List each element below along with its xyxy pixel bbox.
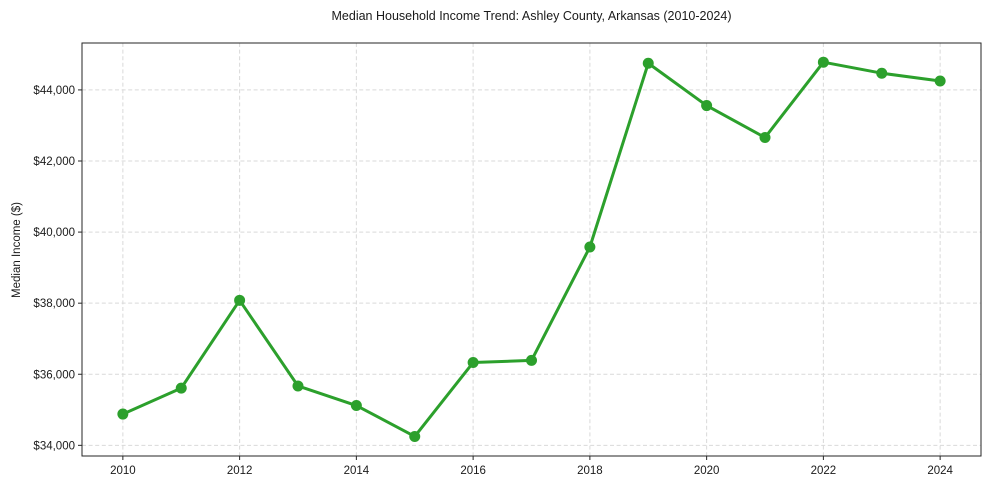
x-tick-label: 2020 [694, 465, 720, 477]
data-point-2012 [234, 294, 246, 306]
x-tick-label: 2012 [227, 465, 253, 477]
data-point-2022 [817, 56, 829, 68]
x-tick-label: 2018 [577, 465, 603, 477]
data-point-2021 [759, 132, 771, 144]
data-point-2016 [467, 357, 479, 369]
data-point-2017 [526, 354, 537, 366]
data-point-2013 [292, 380, 304, 392]
x-tick-label: 2016 [460, 465, 486, 477]
plot-border [81, 42, 982, 457]
data-point-2019 [642, 57, 654, 69]
data-point-2011 [175, 382, 187, 394]
data-point-2015 [409, 430, 421, 442]
x-tick-label: 2024 [927, 465, 953, 477]
data-point-2024 [934, 75, 946, 87]
x-tick-label: 2022 [811, 465, 837, 477]
data-point-2010 [117, 408, 129, 420]
data-point-2014 [350, 400, 362, 412]
trend-line [121, 60, 942, 438]
x-tick-label: 2010 [110, 465, 136, 477]
chart-title: Median Household Income Trend: Ashley Co… [331, 9, 732, 23]
y-tick-label: $44,000 [33, 85, 75, 97]
y-tick-label: $34,000 [33, 440, 75, 452]
y-tick-label: $36,000 [33, 369, 75, 381]
data-point-2018 [584, 241, 596, 253]
data-point-2023 [876, 67, 888, 79]
x-tick-label: 2014 [344, 465, 370, 477]
data-point-2020 [701, 100, 713, 112]
y-tick-label: $40,000 [33, 227, 75, 239]
y-tick-label: $42,000 [33, 156, 75, 168]
y-tick-label: $38,000 [33, 298, 75, 310]
